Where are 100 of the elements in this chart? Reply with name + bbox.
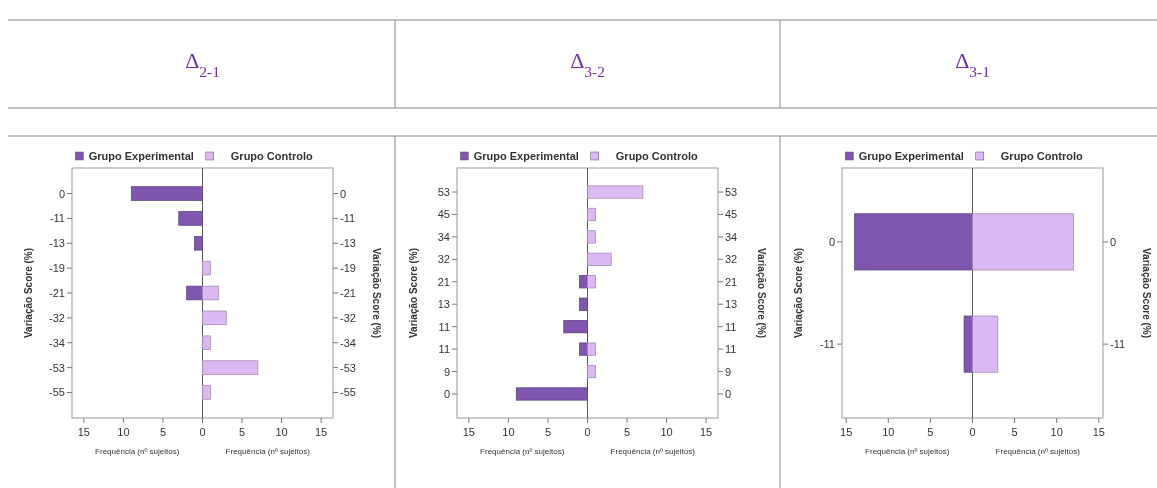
y-tick-label: 32 [725, 253, 738, 266]
x-tick-label: 5 [1011, 426, 1018, 438]
legend-label: Grupo Experimental [88, 150, 194, 162]
bar [130, 186, 203, 201]
text: Frequência (nº sujeitos) [995, 447, 1080, 456]
y-tick-label: -34 [49, 336, 65, 349]
category-label: -53 [340, 361, 356, 374]
category-label: 32 [437, 253, 450, 266]
bar [579, 297, 588, 311]
x-tick-label: 5 [159, 426, 167, 438]
y-tick-label: -11 [49, 212, 65, 225]
y-tick-label: -55 [49, 386, 65, 399]
bar [587, 207, 596, 222]
bar [202, 360, 259, 375]
x-tick-label: 15 [462, 426, 475, 438]
category-label: -55 [340, 386, 356, 399]
category-label: 45 [437, 208, 450, 221]
category-label: -11 [340, 212, 356, 225]
text: Frequência (nº sujeitos) [610, 447, 695, 456]
text: Frequência (nº sujeitos) [225, 447, 310, 456]
x-tick-label: 5 [238, 426, 246, 438]
y-tick-label: -53 [49, 361, 65, 374]
y-axis-title: Variação Score (%) [408, 247, 419, 339]
legend-label: Grupo Experimental [858, 150, 964, 162]
y-axis-title: Variação Score (%) [23, 247, 34, 339]
y-tick-label: -32 [49, 311, 65, 324]
x-tick-label: 5 [623, 426, 631, 438]
chart-title: Δ$_{3-1}$ [955, 48, 990, 80]
y-tick-label: 45 [725, 208, 738, 221]
x-tick-label: 10 [660, 426, 673, 438]
x-tick-label: 15 [315, 426, 328, 438]
x-tick-label: 0 [969, 426, 976, 438]
y-tick-label: 21 [725, 275, 738, 288]
y-tick-label: 0 [725, 387, 732, 400]
bar [515, 387, 588, 401]
bar [587, 275, 596, 289]
y-axis-title: Variação Score (%) [793, 247, 804, 339]
bar [587, 364, 596, 379]
category-label: -32 [340, 311, 356, 324]
y-tick-label: 0 [58, 187, 65, 200]
category-label: 0 [443, 387, 450, 400]
category-label: -21 [340, 287, 356, 299]
chart-title: Δ$_{3-2}$ [570, 48, 605, 80]
category-label: -19 [340, 262, 356, 275]
y2-axis-title: Variação Score (%) [1141, 247, 1152, 339]
legend-label: Grupo Controlo [1000, 150, 1083, 162]
bar [587, 230, 596, 244]
bar [194, 236, 203, 251]
bar [202, 260, 211, 276]
x-axis-title: Frequência (nº sujeitos) [865, 447, 950, 456]
bar [186, 285, 203, 301]
bar [579, 342, 588, 356]
bar [579, 275, 588, 289]
x-tick-label: 5 [544, 426, 552, 438]
category-label: 9 [443, 365, 450, 378]
bar [202, 335, 211, 350]
y-tick-label: 53 [725, 186, 738, 199]
category-label: -34 [340, 336, 356, 349]
y-tick-label: -21 [49, 287, 65, 299]
y-tick-label: 13 [725, 298, 738, 311]
category-label: 11 [438, 320, 450, 333]
y-tick-label: 11 [725, 343, 737, 356]
bar [202, 385, 211, 400]
legend-label: Grupo Controlo [230, 150, 313, 162]
y-tick-label: -19 [49, 262, 65, 275]
legend-label: Grupo Controlo [615, 150, 698, 162]
y-tick-label: 9 [725, 365, 732, 378]
x-tick-label: 10 [117, 426, 130, 438]
bar [202, 285, 219, 301]
x-axis-title: Frequência (nº sujeitos) [480, 447, 565, 456]
x-tick-label: 0 [199, 426, 206, 438]
bar [563, 320, 588, 334]
category-label: -13 [340, 237, 356, 250]
category-label: 0 [340, 187, 347, 200]
category-label: 13 [437, 298, 450, 311]
category-label: -11 [819, 338, 835, 351]
bar [178, 211, 203, 226]
x-tick-label: 10 [1050, 426, 1063, 438]
category-label: 53 [437, 186, 450, 199]
category-label: 34 [437, 230, 450, 243]
chart-title: Δ$_{2-1}$ [185, 48, 220, 80]
category-label: 21 [437, 275, 450, 288]
legend-label: Grupo Experimental [473, 150, 579, 162]
y-tick-label: 34 [725, 230, 738, 243]
x-axis-title: Frequência (nº sujeitos) [95, 447, 180, 456]
x-tick-label: 0 [584, 426, 591, 438]
y-tick-label: -13 [49, 237, 65, 250]
bar [587, 252, 612, 266]
category-label: 0 [828, 235, 835, 248]
y2-axis-title: Variação Score (%) [756, 247, 767, 339]
x-tick-label: 15 [840, 426, 853, 438]
x-tick-label: 10 [275, 426, 288, 438]
x-tick-label: 10 [502, 426, 515, 438]
y-tick-label: 11 [725, 320, 737, 333]
x-tick-label: 5 [927, 426, 934, 438]
bar [202, 310, 227, 326]
y2-axis-title: Variação Score (%) [371, 247, 382, 339]
category-label: 11 [438, 343, 450, 356]
x-tick-label: 15 [700, 426, 713, 438]
x-tick-label: 15 [1092, 426, 1105, 438]
